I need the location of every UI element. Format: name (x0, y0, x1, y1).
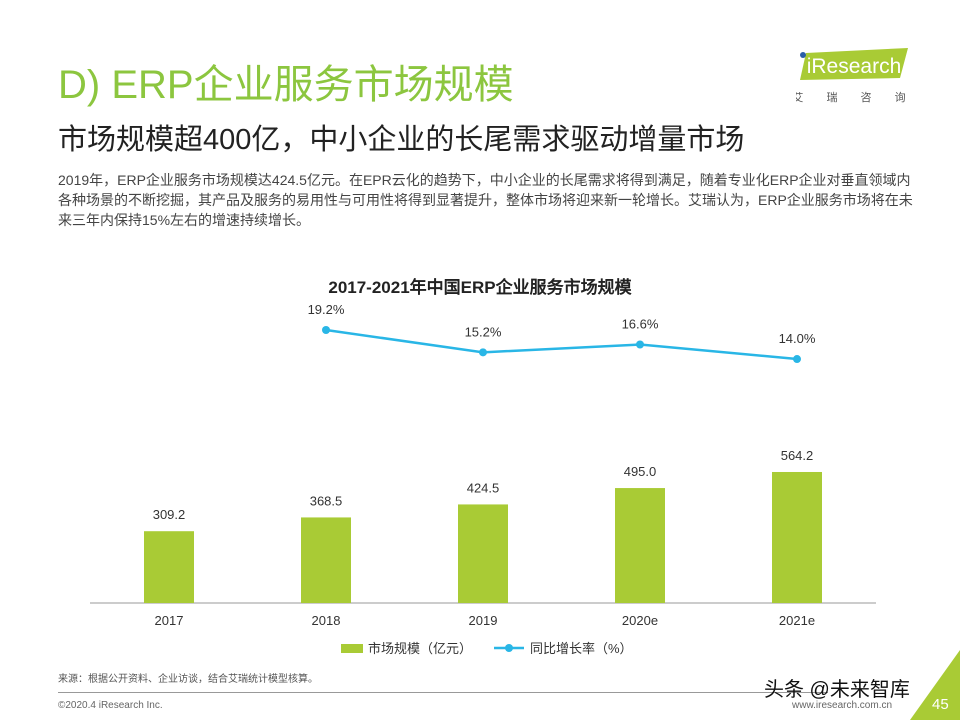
bar-label: 564.2 (781, 448, 814, 463)
bar (615, 488, 665, 603)
growth-label: 19.2% (308, 302, 345, 317)
bar-label: 424.5 (467, 480, 500, 495)
bar-label: 368.5 (310, 493, 343, 508)
page-title: D) ERP企业服务市场规模 (58, 63, 514, 107)
iresearch-logo: iResearch 艾 瑞 咨 询 (792, 48, 916, 108)
bar (144, 531, 194, 603)
bar-label: 495.0 (624, 464, 657, 479)
x-tick-label: 2021e (779, 613, 815, 628)
legend-bar-label: 市场规模（亿元） (368, 641, 472, 656)
legend-bar-swatch (341, 644, 363, 653)
growth-line (325, 328, 798, 361)
growth-point (636, 340, 644, 349)
growth-label: 14.0% (779, 331, 816, 346)
growth-point (322, 326, 330, 334)
bar (301, 517, 351, 603)
legend-line-label: 同比增长率（%） (530, 641, 633, 656)
page-number: 45 (932, 696, 949, 713)
x-tick-label: 2017 (155, 613, 184, 628)
growth-label: 16.6% (622, 317, 659, 332)
logo-text: iResearch (807, 55, 902, 78)
bar (772, 471, 822, 603)
legend-line-marker (505, 644, 513, 652)
growth-label: 15.2% (465, 324, 502, 339)
watermark: 头条 @未来智库 (764, 679, 910, 701)
chart-title: 2017-2021年中国ERP企业服务市场规模 (328, 278, 632, 297)
page-corner-triangle (910, 650, 960, 720)
growth-point (479, 348, 487, 357)
website-url: www.iresearch.com.cn (792, 700, 893, 711)
x-tick-label: 2019 (469, 613, 498, 628)
growth-point (793, 355, 801, 364)
body-text: 2019年，ERP企业服务市场规模达424.5亿元。在EPR云化的趋势下，中小企… (58, 172, 913, 228)
bar (458, 504, 508, 603)
page-subtitle: 市场规模超400亿，中小企业的长尾需求驱动增量市场 (58, 124, 745, 156)
copyright: ©2020.4 iResearch Inc. (58, 700, 163, 711)
footer-divider (58, 692, 828, 693)
logo-subtext: 艾 瑞 咨 询 (796, 90, 916, 104)
x-tick-label: 2020e (622, 613, 658, 628)
x-tick-label: 2018 (312, 613, 341, 628)
source-note: 来源：根据公开资料、企业访谈，结合艾瑞统计模型核算。 (58, 674, 318, 685)
bar-label: 309.2 (153, 507, 186, 522)
